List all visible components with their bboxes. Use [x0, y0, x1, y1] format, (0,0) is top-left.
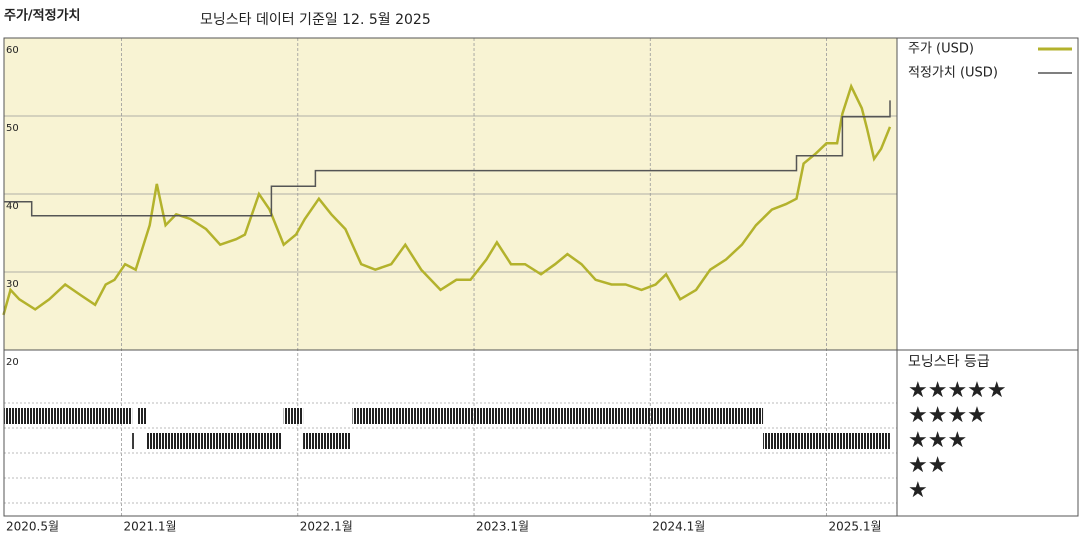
frame	[3, 37, 1079, 517]
legend-label: 적정가치 (USD)	[908, 66, 998, 81]
rating-bar	[763, 433, 890, 449]
y-tick-label: 30	[6, 279, 19, 290]
rating-bar	[3, 408, 133, 424]
x-tick-label: 2020.5월	[6, 520, 59, 534]
rating-bar	[283, 408, 304, 424]
rating-bar	[146, 433, 282, 449]
chart-subtitle: 모닝스타 데이터 기준일 12. 5월 2025	[200, 12, 431, 28]
rating-bar	[352, 408, 764, 424]
y-tick-label: 40	[6, 201, 19, 212]
x-tick-label: 2025.1월	[829, 520, 882, 534]
rating-bar	[303, 433, 351, 449]
rating-label: ★★	[908, 453, 947, 478]
rating-bar	[132, 433, 134, 449]
x-tick-label: 2023.1월	[476, 520, 529, 534]
x-tick-label: 2022.1월	[300, 520, 353, 534]
rating-label: ★★★★★	[908, 378, 1007, 403]
series-line	[2, 83, 892, 316]
chart-title: 주가/적정가치	[4, 8, 81, 24]
x-tick-label: 2024.1월	[652, 520, 705, 534]
rating-bar	[137, 408, 147, 424]
y-tick-label: 60	[6, 45, 19, 56]
y-tick-label: 50	[6, 123, 19, 134]
rating-title: 모닝스타 등급	[908, 354, 990, 370]
series-line	[3, 100, 891, 217]
rating-label: ★★★	[908, 428, 967, 453]
x-tick-label: 2021.1월	[124, 520, 177, 534]
y-tick-label: 20	[6, 357, 19, 368]
rating-label: ★	[908, 478, 928, 503]
legend-label: 주가 (USD)	[908, 42, 974, 57]
rating-label: ★★★★	[908, 403, 987, 428]
